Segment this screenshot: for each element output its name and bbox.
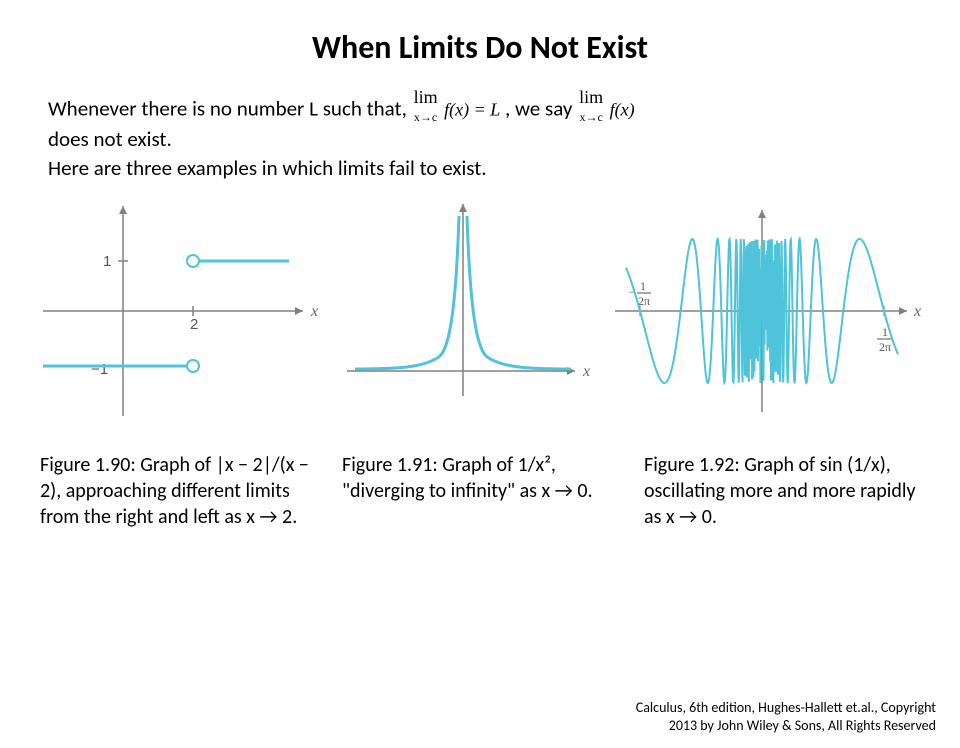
x-axis-label: x <box>582 363 590 380</box>
intro-text: Whenever there is no number L such that,… <box>48 85 912 182</box>
lim-top: lim <box>412 85 440 109</box>
footer-line2: 2013 by John Wiley & Sons, All Rights Re… <box>669 717 936 734</box>
lim-top-2: lim <box>577 85 605 109</box>
svg-text:1: 1 <box>640 279 646 293</box>
x-tick-2: 2 <box>190 316 198 333</box>
y-tick-neg1: −1 <box>91 361 108 378</box>
svg-text:2π: 2π <box>638 294 650 308</box>
y-tick-1: 1 <box>103 253 111 270</box>
copyright-footer: Calculus, 6th edition, Hughes-Hallett et… <box>636 699 936 734</box>
svg-text:1: 1 <box>882 325 888 339</box>
captions-row: Figure 1.90: Graph of |x − 2|/(x − 2), a… <box>40 452 920 530</box>
open-circle-right <box>187 255 199 267</box>
open-circle-left <box>187 360 199 372</box>
intro-part2: , we say <box>505 95 572 121</box>
figure-1-92: x − 1 2π 1 2π <box>607 196 927 426</box>
x-axis-label: x <box>310 303 318 320</box>
caption-1-90: Figure 1.90: Graph of |x − 2|/(x − 2), a… <box>40 452 316 530</box>
svg-text:2π: 2π <box>879 340 891 354</box>
limit-expression-1: lim x→c <box>412 85 440 125</box>
lim-rhs1: f(x) = L <box>440 99 501 119</box>
page-title: When Limits Do Not Exist <box>0 28 960 67</box>
figure-1-91: x <box>335 196 595 426</box>
caption-1-92: Figure 1.92: Graph of sin (1/x), oscilla… <box>644 452 920 530</box>
footer-line1: Calculus, 6th edition, Hughes-Hallett et… <box>636 699 936 716</box>
intro-line2: Here are three examples in which limits … <box>48 155 487 181</box>
lim-bot: x→c <box>412 109 440 125</box>
pos-1-over-2pi-label: 1 2π <box>877 325 893 354</box>
caption-1-91: Figure 1.91: Graph of 1/x², "diverging t… <box>342 452 618 530</box>
x-axis-label: x <box>913 303 921 320</box>
intro-part3: does not exist. <box>48 126 172 152</box>
figure-1-90: x 1 −1 2 <box>33 196 323 426</box>
lim-rhs2: f(x) <box>605 99 634 119</box>
axes <box>43 206 303 416</box>
intro-part1: Whenever there is no number L such that, <box>48 95 407 121</box>
limit-expression-2: lim x→c <box>577 85 605 125</box>
lim-bot-2: x→c <box>577 109 605 125</box>
figures-row: x 1 −1 2 x <box>30 196 930 426</box>
